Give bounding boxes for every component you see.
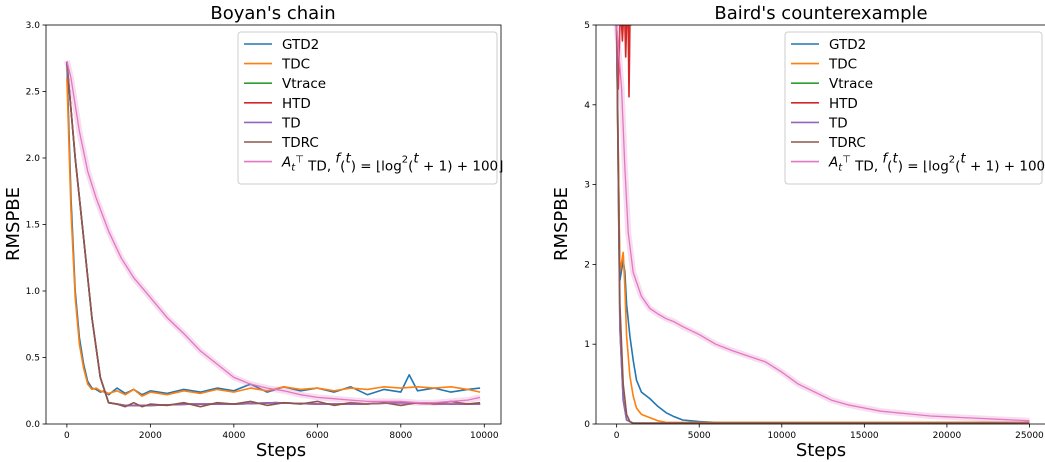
y-tick-label: 1.5 — [26, 221, 40, 231]
legend-entry-tdrc: TDRC — [828, 135, 866, 151]
chart-title: Boyan's chain — [210, 3, 335, 24]
plot-area: 0 5000 10000 15000 20000 25000 0 1 2 3 4 5 GTD2 TDC Vt… — [584, 21, 1045, 441]
x-tick-label: 8000 — [389, 431, 412, 441]
y-tick-label: 1 — [584, 340, 590, 350]
legend-entry-tdc: TDC — [281, 57, 310, 73]
legend-entry-gtd2: GTD2 — [829, 37, 866, 53]
series-band-a-t-t-td-f-t-log-t-1-100 — [613, 25, 1030, 424]
series-line-tdc — [66, 78, 481, 397]
legend-entry-vtrace: Vtrace — [829, 76, 873, 92]
legend-entry-a-t-t-td-f-t-log-t-1-100: At⊤ TD, f(t) = ⌊log2(t + 1) + 100⌋ — [281, 151, 503, 175]
legend-entry-vtrace: Vtrace — [282, 76, 326, 92]
x-tick-label: 4000 — [222, 431, 245, 441]
y-tick-label: 0.0 — [26, 420, 41, 430]
y-tick-label: 2.0 — [26, 154, 41, 164]
series-line-tdrc — [66, 62, 481, 408]
x-tick-label: 25000 — [1015, 431, 1044, 441]
chart-title: Baird's counterexample — [714, 3, 927, 24]
x-tick-label: 0 — [64, 431, 70, 441]
x-tick-label: 20000 — [933, 431, 962, 441]
y-axis-label: RMSPBE — [551, 187, 572, 261]
x-axis-label: Steps — [256, 440, 306, 461]
legend-entry-td: TD — [281, 115, 301, 131]
x-tick-label: 10000 — [767, 431, 796, 441]
legend-entry-gtd2: GTD2 — [282, 37, 319, 53]
plot-area: 0 2000 4000 6000 8000 10000 0.0 0.5 1.0 1.5 2.0 2.5… — [26, 21, 504, 441]
y-axis-label: RMSPBE — [3, 187, 24, 261]
x-tick-label: 2000 — [139, 431, 162, 441]
series-line-gtd2 — [66, 62, 481, 396]
legend-entry-a-t-t-td-f-t-log-t-1-100: At⊤ TD, f(t) = ⌊log2(t + 1) + 100⌋ — [828, 151, 1045, 175]
legend-entry-htd: HTD — [829, 96, 858, 112]
y-tick-label: 2 — [584, 260, 590, 270]
y-tick-label: 4 — [584, 101, 590, 111]
legend-entry-htd: HTD — [282, 96, 311, 112]
x-axis-label: Steps — [796, 440, 846, 461]
series-line-tdrc — [615, 25, 1030, 424]
legend-entry-td: TD — [828, 115, 848, 131]
series-line-htd — [615, 25, 632, 98]
series-band-a-t-t-td-f-t-log-t-1-100 — [63, 60, 481, 406]
y-tick-label: 3 — [584, 181, 590, 191]
boyans-chain-panel: Boyan's chain 0 2000 4000 6000 8000 100000.00… — [3, 3, 503, 461]
series-line-a-t-t-td-f-t-log-t-1-100 — [615, 25, 1030, 422]
x-tick-label: 15000 — [850, 431, 879, 441]
y-tick-label: 5 — [584, 21, 590, 31]
y-tick-label: 0 — [584, 420, 590, 430]
series-group — [63, 60, 481, 408]
x-tick-label: 5000 — [688, 431, 711, 441]
y-tick-label: 0.5 — [26, 354, 40, 364]
series-line-a-t-t-td-f-t-log-t-1-100 — [66, 60, 481, 404]
series-line-tdc — [615, 25, 1030, 424]
x-tick-label: 10000 — [470, 431, 499, 441]
y-tick-label: 3.0 — [26, 21, 41, 31]
legend-entry-tdc: TDC — [828, 57, 857, 73]
axes-frame — [595, 24, 1045, 425]
y-tick-label: 2.5 — [26, 88, 40, 98]
series-group — [613, 25, 1030, 424]
x-tick-label: 6000 — [306, 431, 329, 441]
bairds-counterexample-panel: Baird's counterexample 0 5000 10000 15000 20… — [551, 3, 1045, 461]
legend-entry-tdrc: TDRC — [281, 135, 319, 151]
x-tick-label: 0 — [614, 431, 620, 441]
y-tick-label: 1.0 — [26, 287, 41, 297]
